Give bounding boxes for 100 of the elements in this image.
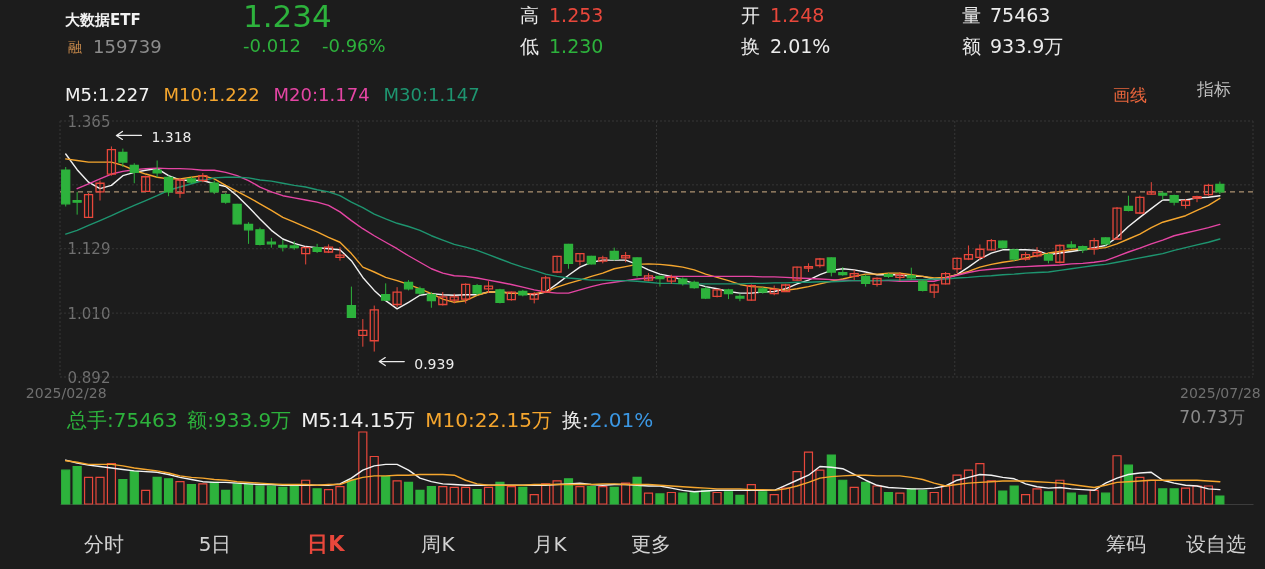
x-tick-label: 2025/02/28 — [25, 384, 107, 401]
candlestick — [346, 286, 357, 319]
text: 2.01% — [589, 408, 654, 432]
text: M30:1.147 — [383, 84, 480, 105]
bar — [72, 465, 82, 505]
candlestick — [118, 148, 128, 168]
candlestick — [95, 180, 105, 202]
bar — [141, 489, 151, 505]
bar — [232, 483, 242, 505]
bar — [483, 486, 494, 505]
bar — [723, 491, 734, 505]
bar — [575, 486, 585, 505]
text: -0.012 — [243, 35, 302, 56]
candlestick — [563, 243, 574, 270]
bar — [735, 494, 745, 505]
bar — [335, 486, 345, 505]
bar — [1169, 488, 1179, 505]
text: 开 — [741, 4, 760, 26]
text: 指标 — [1196, 79, 1231, 99]
text: 933.9万 — [990, 35, 1064, 57]
bar — [506, 486, 516, 505]
bar — [1192, 485, 1202, 505]
text: 1.234 — [243, 0, 332, 34]
bar — [872, 485, 882, 505]
bar — [678, 492, 688, 505]
bar — [243, 483, 254, 505]
text: 2.01% — [770, 35, 831, 57]
bar — [1100, 492, 1111, 505]
bar — [963, 469, 974, 505]
bar — [689, 491, 699, 505]
candlestick — [632, 256, 642, 278]
bar — [712, 491, 722, 505]
text: 大数据ETF — [65, 11, 141, 29]
text: 换 — [741, 35, 760, 57]
bar — [655, 493, 665, 505]
x-tick-label: 2025/07/28 — [1180, 384, 1261, 401]
text: 画线 — [1113, 85, 1147, 105]
bar — [1112, 455, 1122, 505]
bar — [1055, 479, 1065, 505]
text: 融 — [68, 39, 82, 55]
bar — [1078, 494, 1088, 505]
text: 月K — [533, 532, 568, 556]
y-tick-label: 1.129 — [67, 240, 111, 259]
bar — [118, 478, 128, 505]
bar — [563, 478, 574, 505]
bar — [803, 451, 814, 505]
bar — [255, 485, 265, 505]
y-tick-label: 1.365 — [67, 112, 111, 131]
bar — [426, 486, 436, 505]
candlestick — [655, 275, 665, 288]
text: 设自选 — [1186, 532, 1246, 556]
candlestick — [461, 282, 471, 304]
bar — [163, 478, 174, 505]
bar — [792, 471, 802, 505]
bar — [198, 483, 208, 505]
text: 75463 — [990, 4, 1051, 26]
bar — [1146, 479, 1156, 505]
text: -0.96% — [322, 35, 386, 56]
bar — [643, 492, 654, 505]
bar — [221, 489, 231, 505]
bar — [826, 454, 836, 505]
bar — [1066, 492, 1076, 505]
candlestick — [552, 255, 562, 274]
candlestick — [1135, 195, 1145, 215]
bar — [358, 431, 368, 505]
text: 日K — [307, 532, 346, 556]
text: 1.230 — [549, 35, 604, 57]
bar — [61, 469, 71, 505]
y-tick-label: 1.010 — [67, 304, 111, 323]
bar — [175, 481, 185, 505]
text: 1.248 — [770, 4, 825, 26]
bar — [838, 479, 848, 505]
candlestick — [152, 160, 162, 178]
bar — [129, 471, 139, 505]
candlestick — [1055, 243, 1065, 264]
bar — [632, 476, 642, 505]
text: 高 — [520, 4, 539, 26]
y-tick-label: 0.892 — [67, 368, 111, 387]
bar — [323, 489, 334, 505]
bar — [1135, 476, 1145, 505]
bar — [106, 463, 117, 505]
candlestick — [952, 256, 962, 274]
text: 低 — [520, 35, 539, 57]
annotation: 0.939 — [414, 355, 455, 372]
bar — [1089, 489, 1099, 505]
bar — [941, 485, 951, 505]
candlestick — [129, 162, 139, 184]
candlestick — [815, 257, 825, 269]
candlestick — [72, 191, 82, 216]
text: 159739 — [93, 36, 162, 57]
series-label: M5:14.15万 — [301, 408, 416, 432]
bar — [529, 494, 539, 505]
candlestick — [826, 256, 836, 277]
bar — [289, 486, 299, 505]
bar — [781, 487, 791, 505]
bar — [1021, 494, 1031, 505]
bar — [438, 486, 448, 505]
text: M5:1.227 — [65, 84, 150, 105]
candlestick — [358, 318, 368, 348]
candlestick — [792, 266, 802, 282]
